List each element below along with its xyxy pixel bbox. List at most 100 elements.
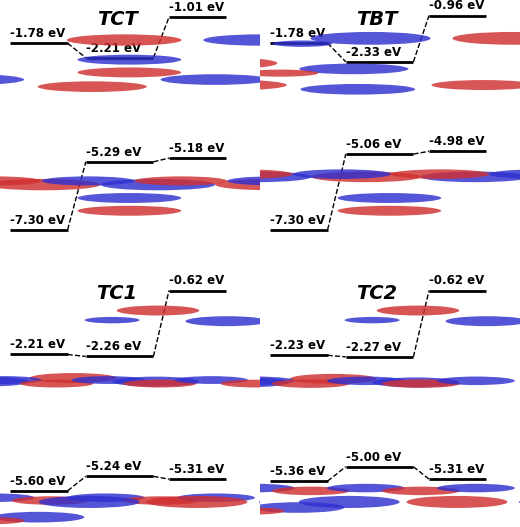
Ellipse shape: [147, 496, 248, 508]
Ellipse shape: [253, 502, 344, 513]
Ellipse shape: [0, 493, 35, 502]
Text: -2.27 eV: -2.27 eV: [346, 341, 401, 354]
Text: -5.18 eV: -5.18 eV: [169, 142, 224, 155]
Ellipse shape: [0, 179, 100, 190]
Ellipse shape: [161, 74, 270, 85]
Ellipse shape: [85, 317, 140, 323]
Text: -1.78 eV: -1.78 eV: [270, 27, 326, 40]
Ellipse shape: [215, 179, 330, 190]
Ellipse shape: [391, 169, 489, 179]
Ellipse shape: [20, 379, 93, 387]
Ellipse shape: [301, 84, 415, 95]
Ellipse shape: [217, 484, 295, 492]
Ellipse shape: [172, 80, 287, 90]
Ellipse shape: [147, 206, 250, 216]
Text: -2.26 eV: -2.26 eV: [86, 340, 141, 354]
Text: -5.31 eV: -5.31 eV: [429, 463, 484, 476]
Ellipse shape: [437, 484, 515, 492]
Ellipse shape: [202, 171, 311, 182]
Ellipse shape: [77, 67, 181, 77]
Text: -1.78 eV: -1.78 eV: [10, 27, 66, 40]
Ellipse shape: [345, 317, 400, 323]
Ellipse shape: [161, 495, 253, 506]
Ellipse shape: [77, 206, 181, 216]
Ellipse shape: [37, 81, 147, 92]
Ellipse shape: [202, 377, 290, 387]
Ellipse shape: [71, 376, 145, 384]
Text: -4.98 eV: -4.98 eV: [429, 135, 485, 148]
Ellipse shape: [203, 34, 318, 46]
Text: -7.30 eV: -7.30 eV: [270, 213, 326, 227]
Ellipse shape: [147, 193, 250, 203]
Text: -2.21 eV: -2.21 eV: [10, 338, 66, 352]
Ellipse shape: [452, 32, 520, 45]
Text: -5.60 eV: -5.60 eV: [10, 475, 66, 488]
Ellipse shape: [337, 193, 441, 203]
Ellipse shape: [446, 316, 520, 326]
Ellipse shape: [112, 377, 199, 386]
Ellipse shape: [407, 496, 508, 508]
Ellipse shape: [310, 32, 431, 45]
Text: TCT: TCT: [97, 10, 137, 29]
Ellipse shape: [293, 169, 391, 179]
Ellipse shape: [267, 82, 355, 91]
Text: TC1: TC1: [96, 284, 138, 303]
Ellipse shape: [122, 496, 200, 505]
Ellipse shape: [0, 376, 42, 384]
Ellipse shape: [134, 177, 227, 186]
Ellipse shape: [67, 493, 145, 502]
Ellipse shape: [432, 80, 520, 90]
Ellipse shape: [0, 512, 84, 522]
Ellipse shape: [259, 497, 346, 507]
Ellipse shape: [489, 169, 520, 179]
Ellipse shape: [12, 496, 90, 505]
Ellipse shape: [194, 169, 293, 179]
Ellipse shape: [290, 374, 376, 384]
Text: TC2: TC2: [356, 284, 398, 303]
Text: -5.36 eV: -5.36 eV: [270, 465, 326, 478]
Ellipse shape: [157, 57, 278, 69]
Ellipse shape: [299, 496, 400, 508]
Text: -2.33 eV: -2.33 eV: [346, 46, 401, 59]
Text: -5.24 eV: -5.24 eV: [86, 460, 141, 473]
Ellipse shape: [318, 177, 401, 185]
Text: -2.21 eV: -2.21 eV: [86, 42, 141, 55]
Ellipse shape: [220, 508, 284, 514]
Ellipse shape: [115, 374, 202, 384]
Ellipse shape: [175, 376, 248, 384]
Ellipse shape: [116, 306, 199, 316]
Ellipse shape: [327, 484, 405, 492]
Ellipse shape: [376, 306, 459, 316]
Ellipse shape: [372, 377, 459, 387]
Ellipse shape: [77, 55, 181, 65]
Ellipse shape: [0, 517, 24, 524]
Text: -2.23 eV: -2.23 eV: [270, 339, 326, 352]
Ellipse shape: [220, 379, 294, 387]
Text: -1.01 eV: -1.01 eV: [169, 1, 224, 14]
Text: -5.00 eV: -5.00 eV: [346, 451, 401, 464]
Ellipse shape: [93, 171, 202, 182]
Ellipse shape: [67, 34, 181, 46]
Ellipse shape: [437, 377, 515, 385]
Text: -0.62 eV: -0.62 eV: [169, 275, 224, 288]
Ellipse shape: [382, 486, 460, 495]
Ellipse shape: [242, 70, 318, 77]
Text: -5.31 eV: -5.31 eV: [169, 463, 224, 476]
Ellipse shape: [519, 497, 520, 507]
Ellipse shape: [337, 206, 441, 216]
Ellipse shape: [272, 41, 332, 47]
Ellipse shape: [123, 379, 197, 387]
Ellipse shape: [421, 171, 520, 182]
Ellipse shape: [227, 177, 320, 186]
Text: TBT: TBT: [356, 10, 398, 29]
Ellipse shape: [272, 486, 350, 495]
Ellipse shape: [382, 379, 460, 388]
Text: -7.30 eV: -7.30 eV: [10, 213, 66, 227]
Ellipse shape: [77, 193, 181, 203]
Ellipse shape: [42, 177, 134, 186]
Text: -0.62 eV: -0.62 eV: [429, 275, 484, 288]
Ellipse shape: [300, 64, 409, 74]
Text: -5.29 eV: -5.29 eV: [86, 146, 141, 159]
Ellipse shape: [30, 373, 116, 383]
Ellipse shape: [327, 377, 405, 385]
